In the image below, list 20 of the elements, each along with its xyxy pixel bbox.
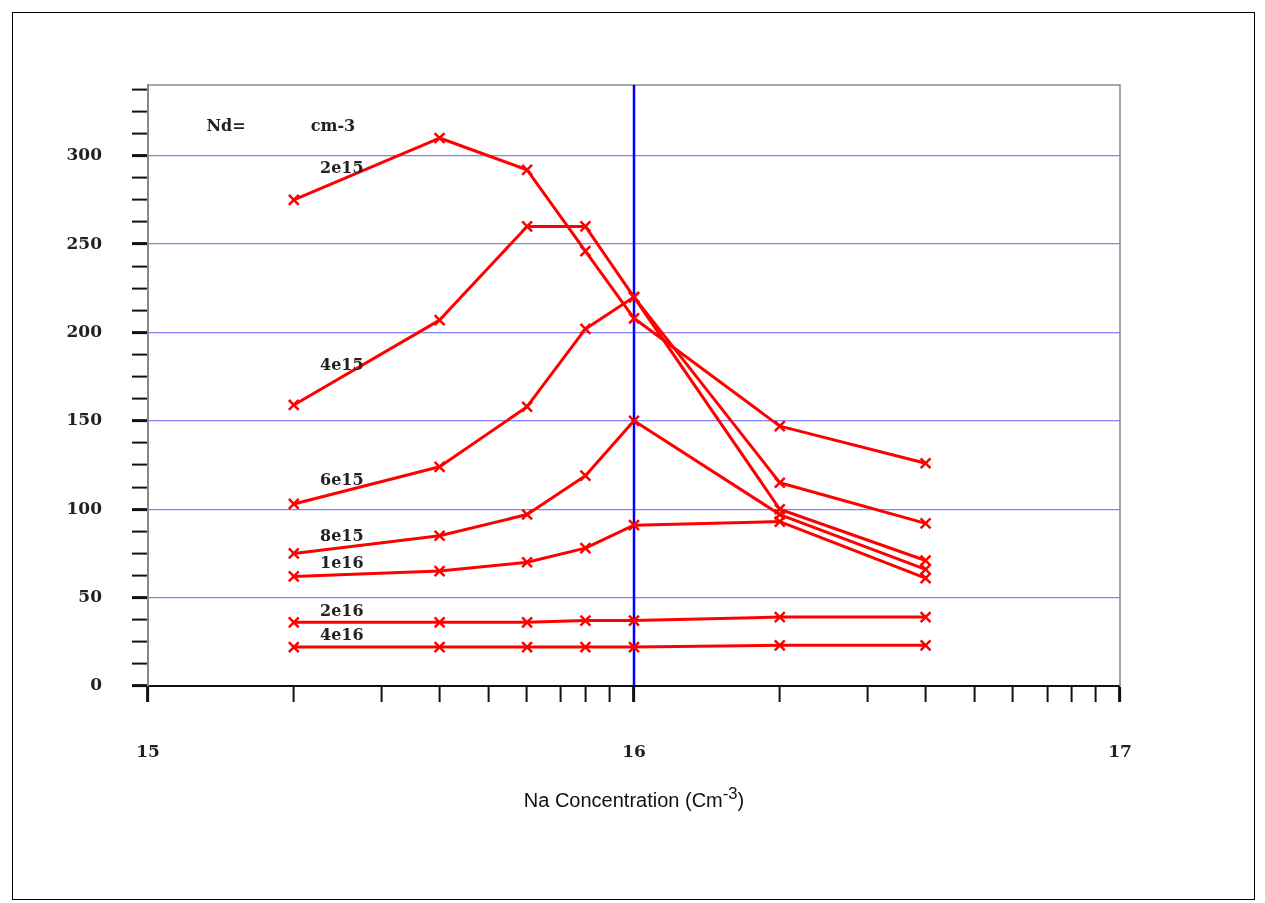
x-tick-label: 16 <box>622 740 646 761</box>
y-tick-label: 250 <box>66 232 103 253</box>
y-tick-label: 0 <box>90 674 103 695</box>
x-axis-title: Na Concentration (Cm$^{-3}$) <box>522 784 746 812</box>
x-tick-label: 15 <box>136 740 160 761</box>
x-tick-label: 17 <box>1108 740 1132 761</box>
y-tick-label: 300 <box>66 144 103 165</box>
y-tick-label: 100 <box>66 497 103 518</box>
y-tick-label: 150 <box>66 409 103 430</box>
annotation: Nd= <box>206 116 246 136</box>
series-label: 8e15 <box>320 525 364 545</box>
y-tick-label: 200 <box>66 320 103 341</box>
series-label: 6e15 <box>320 469 364 489</box>
annotation: cm-3 <box>310 116 356 136</box>
series-label: 4e15 <box>320 355 364 375</box>
series-label: 4e16 <box>320 625 364 645</box>
y-tick-label: 50 <box>78 586 103 607</box>
series-label: 2e16 <box>320 600 364 620</box>
series-label: 2e15 <box>320 157 364 177</box>
series-label: 1e16 <box>320 552 364 572</box>
